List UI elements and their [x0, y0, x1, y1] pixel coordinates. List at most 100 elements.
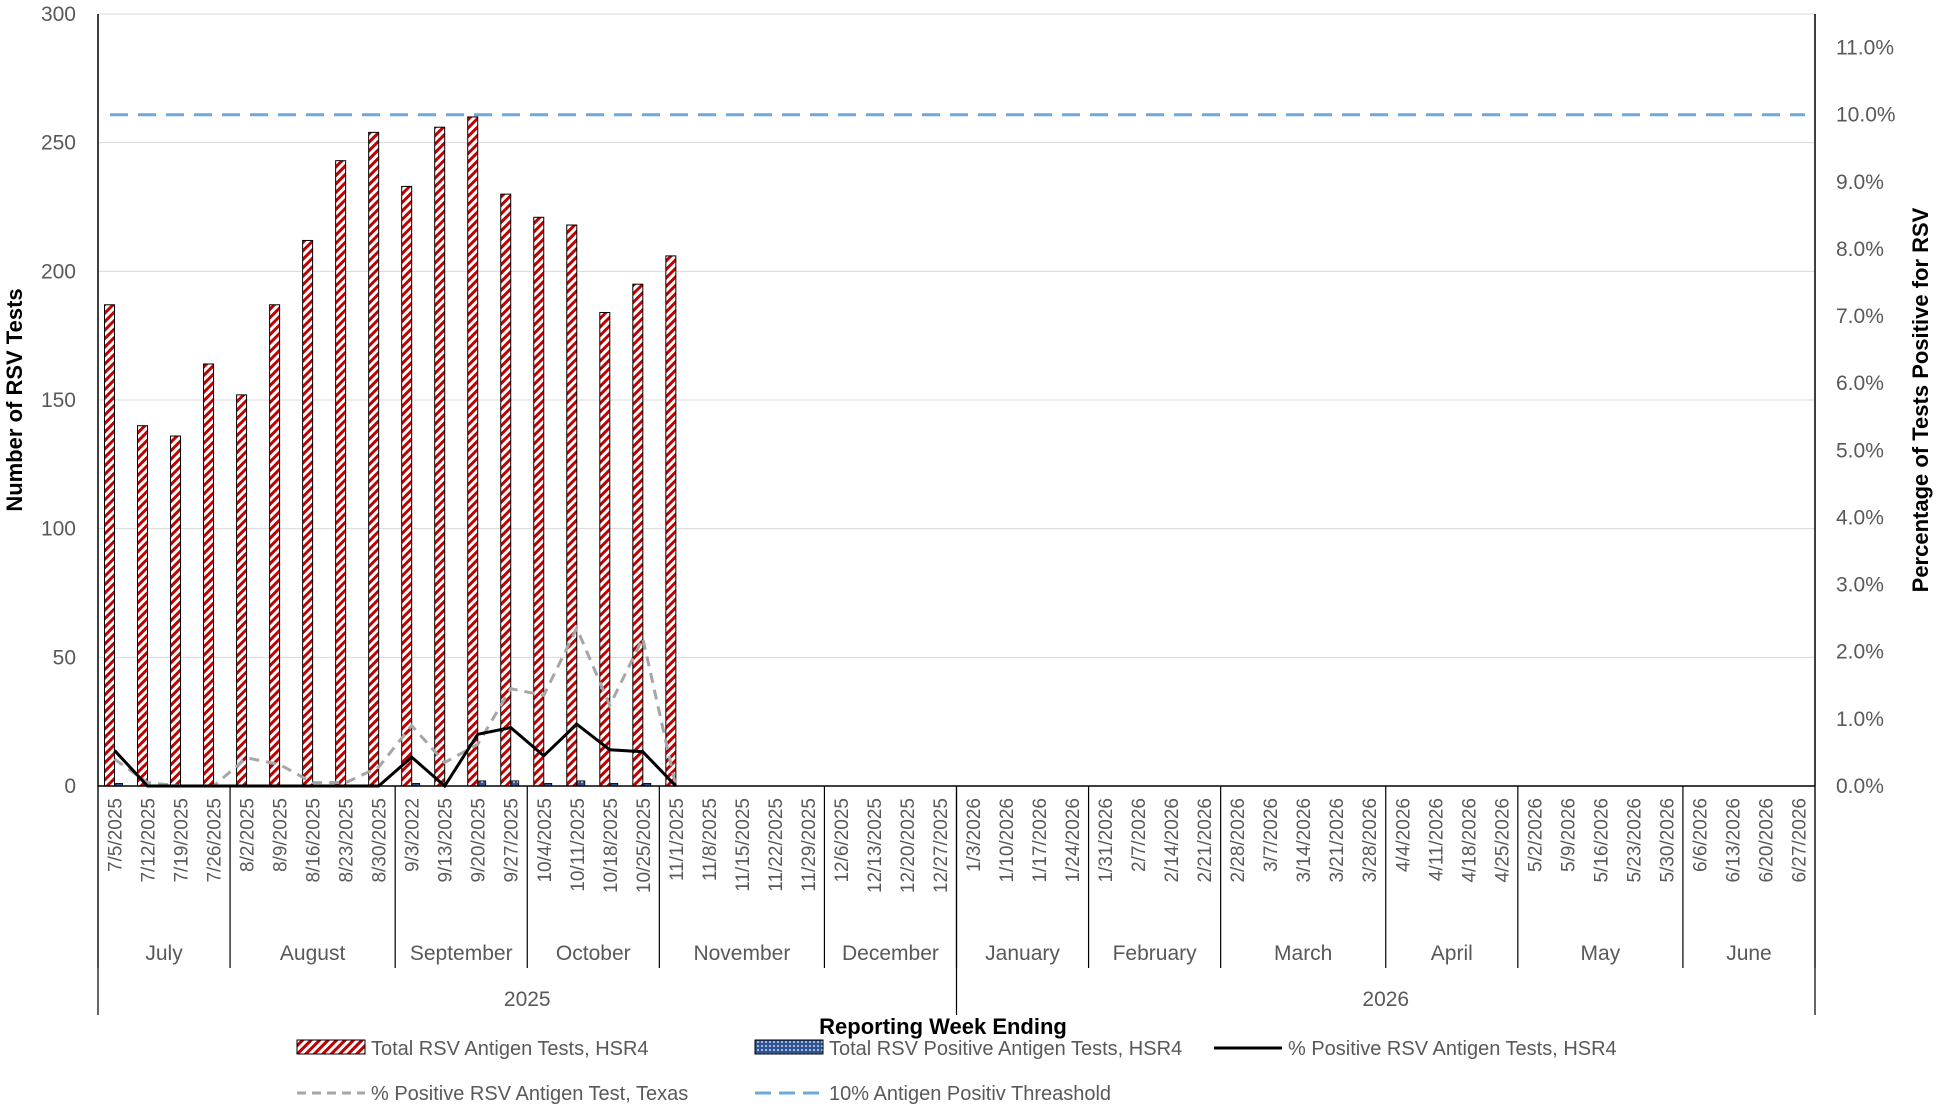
x-category-label: 8/9/2025	[271, 798, 292, 872]
month-label: August	[280, 942, 346, 965]
y2-tick-label: 8.0%	[1836, 238, 1884, 261]
x-category-label: 9/27/2025	[502, 798, 523, 883]
y2-tick-label: 3.0%	[1836, 574, 1884, 597]
x-category-label: 1/31/2026	[1096, 798, 1117, 883]
x-category-label: 2/7/2026	[1129, 798, 1150, 872]
legend-label-4: 10% Antigen Positiv Threashold	[829, 1083, 1111, 1105]
x-category-label: 8/23/2025	[337, 798, 358, 883]
legend-swatch-1	[754, 1039, 824, 1055]
x-category-label: 5/30/2026	[1657, 798, 1678, 883]
bar-total-tests	[434, 126, 446, 787]
x-category-label: 5/23/2026	[1624, 798, 1645, 883]
x-category-label: 10/4/2025	[535, 798, 556, 883]
y-tick-label: 100	[41, 518, 76, 541]
y-tick-label: 300	[41, 3, 76, 26]
x-category-label: 4/4/2026	[1393, 798, 1414, 872]
x-category-label: 2/21/2026	[1195, 798, 1216, 883]
x-category-label: 6/6/2026	[1690, 798, 1711, 872]
bar-total-tests	[335, 160, 347, 787]
x-category-label: 10/25/2025	[634, 798, 655, 893]
x-category-label: 5/9/2026	[1558, 798, 1579, 872]
y-tick-label: 150	[41, 389, 76, 412]
x-category-label: 6/20/2026	[1756, 798, 1777, 883]
legend-label-3: % Positive RSV Antigen Test, Texas	[371, 1083, 688, 1105]
x-category-label: 12/6/2025	[832, 798, 853, 883]
x-category-label: 9/20/2025	[469, 798, 490, 883]
bar-total-tests	[467, 116, 479, 787]
x-category-label: 7/26/2025	[205, 798, 226, 883]
year-label: 2025	[504, 988, 551, 1011]
x-category-label: 11/1/2025	[667, 798, 688, 881]
line-hsr4-percent	[113, 722, 677, 789]
x-category-label: 2/14/2026	[1162, 798, 1183, 883]
bar-total-tests	[599, 312, 611, 787]
y-tick-label: 200	[41, 260, 76, 283]
bar-total-tests	[170, 435, 182, 787]
x-category-label: 1/3/2026	[964, 798, 985, 872]
y2-tick-label: 1.0%	[1836, 708, 1884, 731]
bar-positive-tests	[577, 780, 586, 787]
legend-label-1: Total RSV Positive Antigen Tests, HSR4	[829, 1038, 1182, 1060]
x-category-label: 12/27/2025	[931, 798, 952, 893]
bar-total-tests	[269, 304, 281, 787]
x-category-label: 9/13/2025	[436, 798, 457, 883]
x-category-label: 10/11/2025	[568, 798, 589, 892]
x-category-label: 7/12/2025	[139, 798, 160, 883]
y-tick-label: 50	[53, 646, 76, 669]
bar-positive-tests	[478, 780, 487, 787]
month-label: December	[842, 942, 939, 965]
x-category-label: 8/2/2025	[238, 798, 259, 872]
x-category-label: 12/13/2025	[865, 798, 886, 893]
bar-total-tests	[104, 304, 116, 787]
y2-tick-label: 7.0%	[1836, 305, 1884, 328]
bar-total-tests	[302, 239, 314, 787]
month-label: January	[985, 942, 1060, 965]
bar-total-tests	[137, 425, 149, 787]
y2-tick-label: 0.0%	[1836, 775, 1884, 798]
x-category-label: 11/22/2025	[766, 798, 787, 892]
x-category-label: 3/28/2026	[1360, 798, 1381, 883]
year-label: 2026	[1362, 988, 1409, 1011]
x-category-label: 11/29/2025	[799, 798, 820, 892]
bar-total-tests	[500, 193, 512, 787]
month-label: September	[410, 942, 513, 965]
legend-label-2: % Positive RSV Antigen Tests, HSR4	[1288, 1038, 1617, 1060]
y2-tick-label: 11.0%	[1836, 37, 1894, 60]
x-category-label: 5/2/2026	[1525, 798, 1546, 872]
x-category-label: 3/14/2026	[1294, 798, 1315, 883]
x-category-label: 1/17/2026	[1030, 798, 1051, 883]
x-category-label: 7/5/2025	[106, 798, 127, 872]
y2-tick-label: 5.0%	[1836, 439, 1884, 462]
x-category-label: 4/11/2026	[1426, 798, 1447, 881]
month-label: July	[145, 942, 183, 965]
x-category-label: 3/21/2026	[1327, 798, 1348, 883]
y2-axis-title: Percentage of Tests Positive for RSV	[1908, 207, 1933, 592]
bar-positive-tests	[511, 780, 520, 787]
y-tick-label: 0	[64, 775, 76, 798]
y2-tick-label: 2.0%	[1836, 641, 1884, 664]
x-category-label: 1/10/2026	[997, 798, 1018, 883]
bar-total-tests	[533, 216, 545, 787]
x-category-label: 4/25/2026	[1492, 798, 1513, 883]
x-category-label: 11/8/2025	[700, 798, 721, 881]
month-label: October	[556, 942, 631, 965]
x-category-label: 11/15/2025	[733, 798, 754, 892]
x-category-label: 8/16/2025	[304, 798, 325, 883]
bar-total-tests	[203, 363, 215, 787]
bar-total-tests	[368, 131, 380, 787]
y2-tick-label: 4.0%	[1836, 506, 1884, 529]
x-category-label: 2/28/2026	[1228, 798, 1249, 883]
month-label: April	[1431, 942, 1473, 965]
x-category-label: 7/19/2025	[172, 798, 193, 883]
x-category-label: 5/16/2026	[1591, 798, 1612, 883]
y-tick-label: 250	[41, 132, 76, 155]
month-label: June	[1726, 942, 1772, 965]
x-category-label: 12/20/2025	[898, 798, 919, 893]
month-label: November	[693, 942, 790, 965]
x-category-label: 9/3/2022	[403, 798, 424, 872]
x-category-label: 6/13/2026	[1723, 798, 1744, 883]
month-label: May	[1581, 942, 1621, 965]
y2-tick-label: 9.0%	[1836, 171, 1884, 194]
